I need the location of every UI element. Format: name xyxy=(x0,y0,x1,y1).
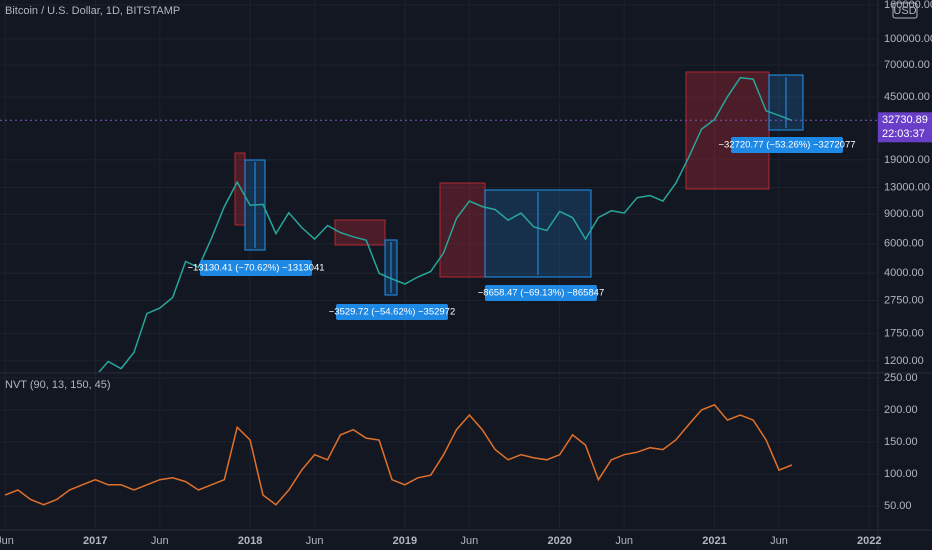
x-tick-label: 2021 xyxy=(702,535,726,547)
countdown: 22:03:37 xyxy=(882,128,925,140)
y-tick-label: 100000.00 xyxy=(884,33,932,45)
annotation: −13130.41 (−70.62%) −1313041 xyxy=(187,263,324,274)
indicator-title: NVT (90, 13, 150, 45) xyxy=(5,379,111,391)
x-tick-label: Jun xyxy=(615,535,633,547)
range-box xyxy=(439,182,486,278)
grid xyxy=(0,0,878,530)
marks xyxy=(0,76,878,506)
annotation: −3529.72 (−54.62%) −352972 xyxy=(329,307,456,318)
y-tick-label: 70000.00 xyxy=(884,59,930,71)
x-tick-label: 2018 xyxy=(238,535,262,547)
last-price-box xyxy=(878,112,932,143)
annotation-box xyxy=(336,304,448,320)
annotation: −8658.47 (−69.13%) −865847 xyxy=(478,288,605,299)
y-tick-label: 2750.00 xyxy=(884,294,924,306)
y-tick-label: 9000.00 xyxy=(884,208,924,220)
last-price-label: 32730.89 xyxy=(882,114,928,126)
y-tick-label: 19000.00 xyxy=(884,154,930,166)
x-tick-label: Jun xyxy=(0,535,14,547)
y-tick-label: 45000.00 xyxy=(884,91,930,103)
drawings xyxy=(234,71,804,296)
series-line xyxy=(98,76,793,372)
y-tick-label: 150.00 xyxy=(884,436,918,448)
y-tick-label: 250.00 xyxy=(884,372,918,384)
x-tick-label: 2017 xyxy=(83,535,107,547)
annotation-box xyxy=(485,285,597,301)
x-tick-label: Jun xyxy=(770,535,788,547)
y-tick-label: 13000.00 xyxy=(884,181,930,193)
y-tick-label: 200.00 xyxy=(884,404,918,416)
range-box xyxy=(685,71,770,190)
x-tick-label: Jun xyxy=(151,535,169,547)
annotation-box xyxy=(200,260,312,276)
x-tick-label: Jun xyxy=(461,535,479,547)
series-line xyxy=(4,403,793,506)
y-tick-label: 4000.00 xyxy=(884,267,924,279)
range-box xyxy=(334,219,386,246)
annotation-box xyxy=(731,137,843,153)
y-tick-label: 1750.00 xyxy=(884,327,924,339)
chart-title: Bitcoin / U.S. Dollar, 1D, BITSTAMP xyxy=(5,5,180,17)
annotation: −32720.77 (−53.26%) −3272077 xyxy=(718,140,855,151)
currency-box[interactable] xyxy=(892,2,918,19)
y-tick-label: 50.00 xyxy=(884,500,912,512)
y-tick-label: 160000.00 xyxy=(884,0,932,11)
currency[interactable]: USD xyxy=(893,5,916,17)
x-tick-label: 2019 xyxy=(393,535,417,547)
y-tick-label: 6000.00 xyxy=(884,238,924,250)
y-tick-label: 100.00 xyxy=(884,468,918,480)
range-box xyxy=(234,152,246,226)
x-tick-label: Jun xyxy=(306,535,324,547)
x-tick-label: 2022 xyxy=(857,535,881,547)
x-tick-label: 2020 xyxy=(547,535,571,547)
y-tick-label: 1200.00 xyxy=(884,355,924,367)
